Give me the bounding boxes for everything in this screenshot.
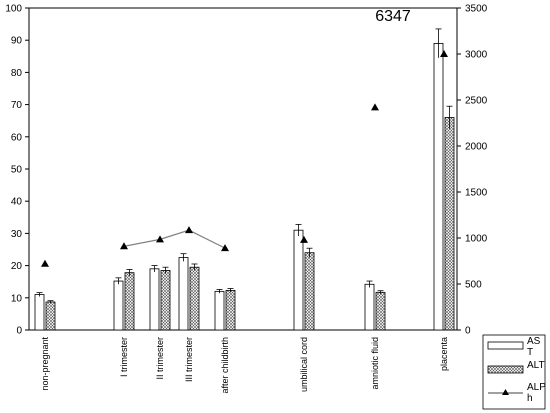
right-axis-tick-label: 2000 bbox=[465, 142, 488, 153]
right-axis-tick-label: 1500 bbox=[465, 188, 488, 199]
left-axis-tick-label: 70 bbox=[11, 100, 23, 111]
legend-label-ast: T bbox=[527, 347, 533, 358]
category-label: III trimester bbox=[184, 337, 194, 382]
alt-bar bbox=[45, 301, 56, 331]
plot-frame bbox=[28, 7, 458, 331]
axes: 0102030405060708090100050010001500200025… bbox=[5, 4, 487, 337]
right-axis-tick-label: 2500 bbox=[465, 96, 488, 107]
alt-bar bbox=[189, 266, 200, 331]
alt-bar bbox=[375, 291, 386, 331]
ast-bar bbox=[34, 294, 45, 331]
legend-swatch-ast bbox=[487, 341, 524, 350]
ast-bar bbox=[214, 290, 225, 331]
category-label: placenta bbox=[439, 337, 449, 371]
alph-marker bbox=[120, 242, 128, 250]
legend-swatch-alt bbox=[487, 365, 524, 374]
left-axis-tick-label: 20 bbox=[11, 261, 23, 272]
right-axis-tick-label: 3000 bbox=[465, 50, 488, 61]
alph-marker bbox=[185, 226, 193, 234]
legend-label-alph: ALP bbox=[527, 382, 546, 393]
left-axis-tick-label: 0 bbox=[16, 326, 22, 337]
legend-label-ast: AS bbox=[527, 336, 541, 347]
ast-bar bbox=[178, 257, 189, 331]
alph-marker bbox=[221, 244, 229, 252]
bar-series-group bbox=[34, 28, 455, 331]
alt-bar bbox=[444, 117, 455, 331]
ast-bar bbox=[113, 280, 124, 331]
alph-series-group bbox=[41, 50, 448, 267]
alph-marker bbox=[156, 235, 164, 243]
chart-annotation: 6347 bbox=[375, 8, 411, 25]
right-axis-tick-label: 1000 bbox=[465, 234, 488, 245]
left-axis-tick-label: 80 bbox=[11, 68, 23, 79]
left-axis-tick-label: 60 bbox=[11, 132, 23, 143]
alph-marker bbox=[41, 259, 49, 267]
right-axis-tick-label: 3500 bbox=[465, 4, 488, 15]
ast-bar bbox=[364, 283, 375, 331]
category-label: amniotic fluid bbox=[370, 337, 380, 390]
ast-bar bbox=[293, 229, 304, 331]
alph-marker bbox=[300, 235, 308, 243]
category-labels: non-pregnant I trimester II trimester III t… bbox=[40, 337, 449, 394]
alph-line bbox=[123, 229, 226, 249]
alt-bar bbox=[225, 289, 236, 331]
ast-bar bbox=[149, 268, 160, 331]
category-label: after childbirth bbox=[220, 337, 230, 394]
right-axis-tick-label: 0 bbox=[465, 326, 471, 337]
left-axis-tick-label: 40 bbox=[11, 197, 23, 208]
left-axis-tick-label: 100 bbox=[5, 4, 22, 15]
category-label: umbilical cord bbox=[299, 337, 309, 392]
alph-marker bbox=[440, 50, 448, 57]
left-axis-tick-label: 90 bbox=[11, 36, 23, 47]
alt-bar bbox=[124, 272, 135, 331]
alt-bar bbox=[160, 270, 171, 331]
ast-bar bbox=[433, 43, 444, 331]
left-axis-tick-label: 10 bbox=[11, 293, 23, 304]
alph-marker bbox=[371, 103, 379, 111]
legend-label-alph: h bbox=[527, 393, 533, 404]
legend-swatch-marker bbox=[502, 389, 509, 395]
category-label: II trimester bbox=[155, 337, 165, 380]
right-axis-tick-label: 500 bbox=[465, 280, 482, 291]
legend-label-alt: ALT bbox=[527, 360, 545, 371]
category-label: non-pregnant bbox=[40, 337, 50, 391]
alt-bar bbox=[304, 252, 315, 331]
left-axis-tick-label: 50 bbox=[11, 165, 23, 176]
category-label: I trimester bbox=[119, 337, 129, 377]
left-axis-tick-label: 30 bbox=[11, 229, 23, 240]
